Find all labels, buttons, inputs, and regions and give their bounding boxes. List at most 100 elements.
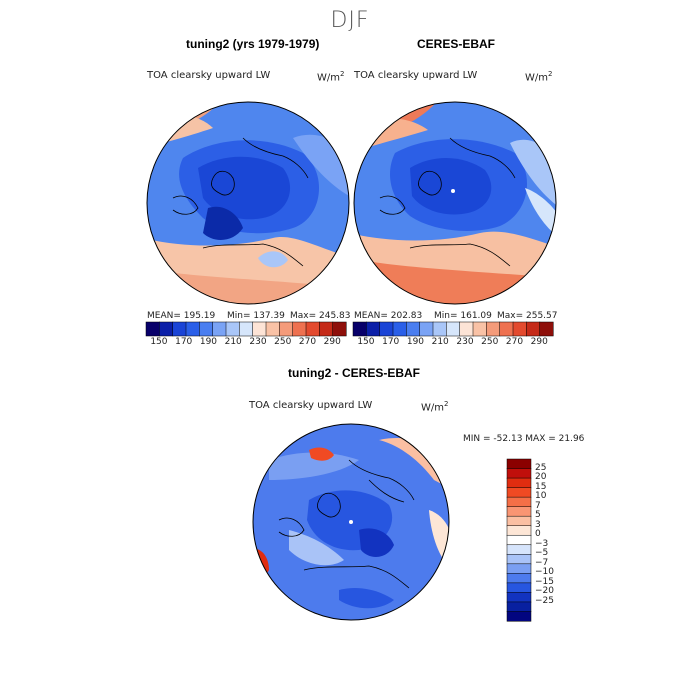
colorbar-swatch	[419, 321, 434, 337]
colorbar-swatch	[506, 487, 532, 498]
panel-3-units: W/m2	[421, 400, 449, 414]
colorbar-swatch	[459, 321, 474, 337]
colorbar-swatch	[539, 321, 554, 337]
colorbar-swatch	[506, 458, 532, 470]
colorbar-tick-label: 170	[175, 337, 193, 347]
colorbar-swatch	[379, 321, 394, 337]
colorbar-tick-label: 210	[431, 337, 449, 347]
colorbar-swatch	[512, 321, 527, 337]
colorbar-tick-label: 210	[224, 337, 242, 347]
colorbar-tick-label: 7	[535, 500, 541, 511]
panel-3-colorbar	[506, 458, 532, 622]
colorbar-tick-label: 150	[357, 337, 375, 347]
colorbar-tick-label: 5	[535, 510, 541, 521]
colorbar-tick-label: −7	[535, 557, 549, 568]
colorbar-swatch	[185, 321, 200, 337]
panel-2-mean: MEAN= 202.83	[354, 311, 423, 321]
colorbar-swatch	[332, 321, 347, 337]
colorbar-swatch	[506, 573, 532, 584]
panel-1-units: W/m2	[317, 70, 345, 84]
colorbar-tick-label: 0	[535, 529, 541, 540]
colorbar-tick-label: 150	[150, 337, 168, 347]
colorbar-swatch	[506, 496, 532, 508]
panel-3-variable: TOA clearsky upward LW	[249, 400, 373, 411]
panel-2-title: CERES-EBAF	[417, 37, 496, 51]
colorbar-tick-label: 15	[535, 481, 547, 492]
colorbar-swatch	[392, 321, 407, 337]
colorbar-swatch	[472, 321, 487, 337]
colorbar-tick-label: −20	[535, 586, 554, 597]
colorbar-swatch	[319, 321, 334, 337]
panel-2-max: Max= 255.57	[497, 311, 558, 321]
colorbar-tick-label: −3	[535, 538, 549, 549]
colorbar-tick-label: 230	[249, 337, 267, 347]
colorbar-swatch	[506, 601, 532, 613]
colorbar-tick-label: 230	[456, 337, 474, 347]
colorbar-swatch	[506, 525, 532, 536]
colorbar-swatch	[172, 321, 187, 337]
panel-1-colorbar-ticks: 150 170 190 210 230 250 270 290	[146, 337, 346, 349]
colorbar-tick-label: −5	[535, 548, 549, 559]
colorbar-swatch	[366, 321, 381, 337]
colorbar-swatch	[506, 554, 532, 565]
colorbar-swatch	[292, 321, 307, 337]
colorbar-tick-label: −25	[535, 595, 554, 606]
panel-1-mean: MEAN= 195.19	[147, 311, 216, 321]
colorbar-swatch	[199, 321, 214, 337]
colorbar-swatch	[446, 321, 461, 337]
colorbar-tick-label: 170	[382, 337, 400, 347]
panel-2-colorbar	[352, 321, 554, 337]
panel-1-map	[146, 101, 350, 305]
panel-3-title: tuning2 - CERES-EBAF	[288, 366, 420, 380]
colorbar-tick-label: 290	[323, 337, 341, 347]
colorbar-tick-label: −10	[535, 567, 554, 578]
colorbar-swatch	[506, 477, 532, 489]
colorbar-swatch	[145, 321, 160, 337]
colorbar-tick-label: 190	[199, 337, 218, 347]
colorbar-swatch	[239, 321, 254, 337]
colorbar-swatch	[352, 321, 367, 337]
panel-3-map	[252, 423, 450, 621]
colorbar-swatch	[506, 544, 532, 555]
colorbar-swatch	[432, 321, 447, 337]
colorbar-tick-label: 25	[535, 462, 547, 473]
panel-2-colorbar-ticks: 150 170 190 210 230 250 270 290	[353, 337, 553, 349]
colorbar-swatch	[506, 534, 532, 546]
colorbar-tick-label: −15	[535, 576, 554, 587]
panel-2-min: Min= 161.09	[434, 311, 492, 321]
colorbar-swatch	[252, 321, 267, 337]
colorbar-tick-label: 20	[535, 472, 547, 483]
colorbar-tick-label: 190	[406, 337, 425, 347]
panel-1-variable: TOA clearsky upward LW	[147, 70, 271, 81]
colorbar-swatch	[212, 321, 227, 337]
colorbar-tick-label: 290	[530, 337, 548, 347]
colorbar-tick-label: 270	[298, 337, 317, 347]
colorbar-tick-label: 3	[535, 519, 541, 530]
colorbar-swatch	[506, 611, 532, 622]
panel-3-colorbar-ticks: 25 20 15 10 7 5 3 0 −3 −5 −7 −10 −15 −20 −25	[535, 459, 575, 621]
panel-1-max: Max= 245.83	[290, 311, 351, 321]
colorbar-swatch	[506, 515, 532, 527]
panel-2-units: W/m2	[525, 70, 553, 84]
panel-1-title: tuning2 (yrs 1979-1979)	[186, 37, 320, 51]
colorbar-swatch	[506, 563, 532, 574]
colorbar-swatch	[265, 321, 280, 337]
colorbar-swatch	[305, 321, 320, 337]
colorbar-tick-label: 10	[535, 491, 547, 502]
colorbar-tick-label: 250	[481, 337, 499, 347]
colorbar-swatch	[499, 321, 514, 337]
colorbar-swatch	[225, 321, 240, 337]
colorbar-swatch	[406, 321, 421, 337]
panel-2-map	[353, 101, 557, 305]
season-title: DJF	[330, 8, 370, 33]
panel-3-minmax: MIN = -52.13 MAX = 21.96	[463, 434, 585, 444]
panel-1-min: Min= 137.39	[227, 311, 285, 321]
colorbar-swatch	[506, 468, 532, 479]
panel-2-variable: TOA clearsky upward LW	[354, 70, 478, 81]
colorbar-swatch	[279, 321, 294, 337]
panel-1-colorbar	[145, 321, 347, 337]
colorbar-swatch	[159, 321, 174, 337]
colorbar-swatch	[506, 582, 532, 593]
colorbar-tick-label: 270	[505, 337, 524, 347]
colorbar-swatch	[506, 506, 532, 517]
